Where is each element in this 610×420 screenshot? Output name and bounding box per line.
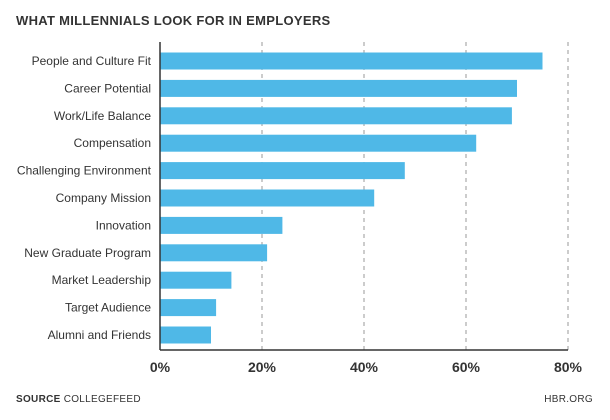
bar-10 [160, 326, 211, 344]
bar-1 [160, 79, 517, 97]
category-label-8: Market Leadership [52, 273, 152, 287]
source-label: SOURCE [16, 394, 61, 405]
category-label-1: Career Potential [64, 81, 151, 95]
x-tick-label-20: 20% [248, 359, 277, 375]
axis-layer [159, 42, 568, 351]
category-label-0: People and Culture Fit [32, 54, 152, 68]
label-layer: People and Culture Fit Career Potential Wo… [17, 54, 583, 375]
bar-7 [160, 244, 268, 262]
bar-8 [160, 271, 232, 289]
credit-label: HBR.ORG [544, 394, 593, 405]
source-note: SOURCE COLLEGEFEED [16, 394, 141, 405]
category-label-10: Alumni and Friends [48, 328, 151, 342]
category-label-6: Innovation [96, 218, 151, 232]
x-tick-label-60: 60% [452, 359, 481, 375]
bar-6 [160, 216, 283, 234]
category-label-5: Company Mission [56, 191, 151, 205]
bar-3 [160, 134, 477, 152]
category-label-9: Target Audience [65, 301, 151, 315]
bar-9 [160, 299, 217, 317]
source-name: COLLEGEFEED [63, 394, 141, 405]
bar-4 [160, 162, 405, 180]
chart-title: WHAT MILLENNIALS LOOK FOR IN EMPLOYERS [16, 13, 331, 28]
x-tick-label-0: 0% [150, 359, 171, 375]
category-label-3: Compensation [74, 136, 151, 150]
category-label-2: Work/Life Balance [54, 109, 151, 123]
bar-5 [160, 189, 375, 207]
bar-0 [160, 52, 543, 70]
category-label-4: Challenging Environment [17, 164, 152, 178]
x-tick-label-40: 40% [350, 359, 379, 375]
category-label-7: New Graduate Program [24, 246, 151, 260]
x-tick-label-80: 80% [554, 359, 583, 375]
bar-layer [160, 52, 543, 344]
bar-2 [160, 107, 512, 125]
